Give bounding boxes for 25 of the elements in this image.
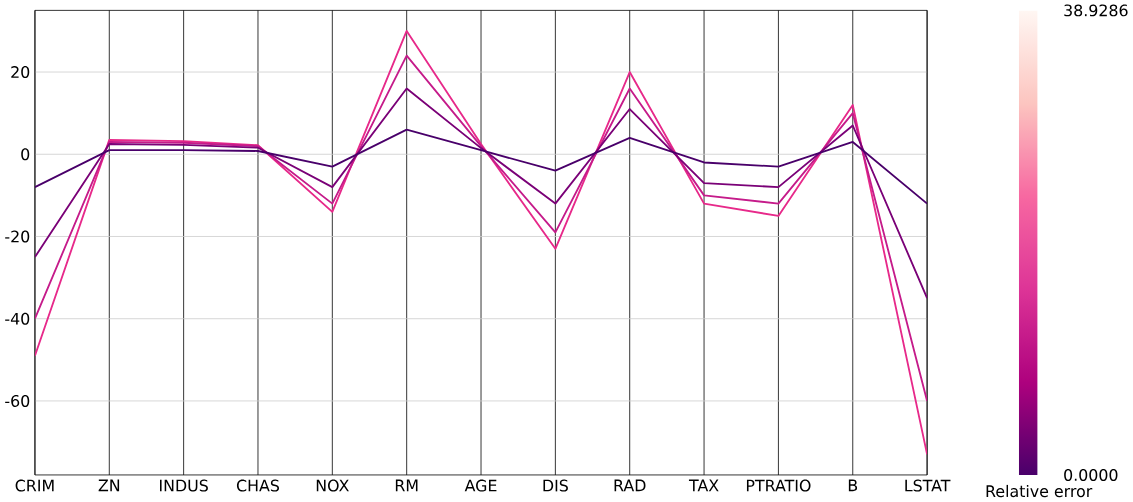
x-tick-label: B: [848, 479, 858, 492]
y-tick-label: -60: [5, 395, 30, 408]
line-series: [34, 54, 928, 403]
x-tick-label: NOX: [316, 479, 349, 492]
x-tick-label: LSTAT: [905, 479, 951, 492]
x-tick-label: INDUS: [160, 479, 208, 492]
x-tick-label: CRIM: [15, 479, 54, 492]
line-series: [34, 87, 928, 300]
color-bar-label: 38.9286: [1064, 4, 1128, 17]
y-tick-label: -40: [5, 312, 30, 325]
y-tick-label: 0: [21, 148, 30, 161]
color-bar-title: Relative error: [986, 485, 1093, 498]
x-tick-label: DIS: [543, 479, 568, 492]
x-tick-label: RM: [395, 479, 418, 492]
x-tick-label: CHAS: [236, 479, 280, 492]
x-tick-label: TAX: [688, 479, 719, 492]
x-tick-label: ZN: [98, 479, 120, 492]
x-tick-label: AGE: [464, 479, 497, 492]
x-tick-label: RAD: [614, 479, 646, 492]
color-bar-label: 0.0000: [1064, 469, 1118, 482]
x-tick-label: PTRATIO: [746, 479, 811, 492]
line-series: [34, 128, 928, 205]
y-tick-label: 20: [11, 66, 30, 79]
y-tick-label: -20: [5, 230, 30, 243]
line-series: [34, 30, 928, 456]
